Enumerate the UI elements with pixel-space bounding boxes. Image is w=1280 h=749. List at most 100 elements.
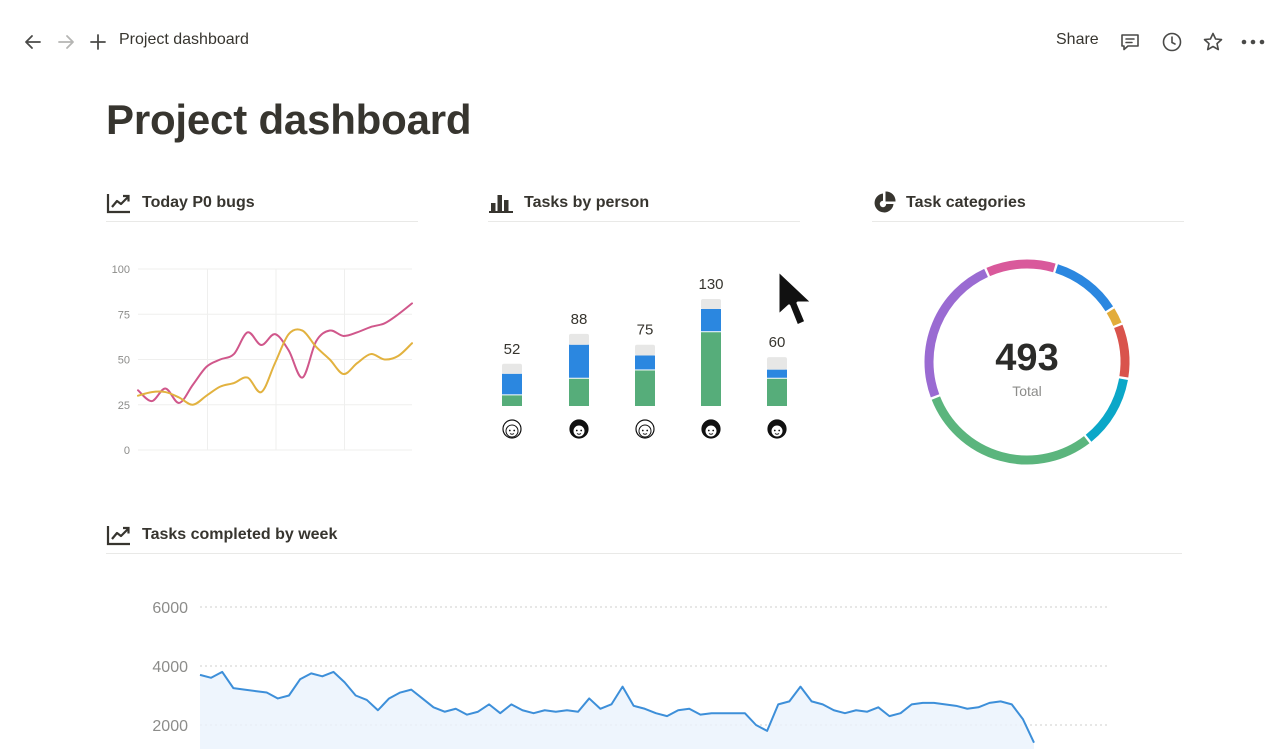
avatar-face <box>770 424 784 438</box>
bar-segment <box>767 378 787 406</box>
pie-slice-1 <box>986 259 1056 277</box>
avatar-face <box>505 424 519 438</box>
avatar-face <box>638 424 652 438</box>
data-label: 130 <box>698 276 723 293</box>
bar-segment <box>767 357 787 370</box>
bar-segment <box>569 333 589 345</box>
favorite-button[interactable] <box>1200 28 1226 56</box>
y-tick-label: 4000 <box>152 659 188 676</box>
share-button[interactable]: Share <box>1056 31 1099 48</box>
avatar-face <box>704 424 718 438</box>
line-chart-icon <box>106 525 130 545</box>
y-tick-label: 100 <box>112 264 130 276</box>
pie-slice-2 <box>1055 264 1114 312</box>
clock-icon <box>1162 32 1182 52</box>
widget-header-tasks-by-person: Tasks by person <box>488 190 800 222</box>
arrow-left-icon <box>25 35 41 49</box>
y-tick-label: 0 <box>124 445 130 457</box>
widget-title: Today P0 bugs <box>142 193 255 211</box>
data-label: 75 <box>637 322 654 339</box>
avatar-eye <box>580 429 583 432</box>
comment-icon <box>1121 34 1139 51</box>
bar-segment <box>701 299 721 309</box>
avatar-icon <box>569 419 589 439</box>
weekly-completed-chart: 2000 4000 6000 <box>152 600 1110 749</box>
history-button[interactable] <box>1159 28 1185 56</box>
bar-segment <box>701 332 721 406</box>
bar-segment <box>635 355 655 370</box>
plus-icon <box>90 34 106 50</box>
pie-slice-6 <box>931 396 1090 465</box>
avatar-mouth <box>576 433 582 435</box>
line-chart-icon <box>106 193 130 213</box>
avatar-eye <box>646 429 649 432</box>
y-tick-label: 25 <box>118 400 130 412</box>
widget-title: Tasks completed by week <box>142 525 338 543</box>
avatar-mouth <box>708 433 714 435</box>
pie-slice-7 <box>924 268 988 398</box>
bar-chart-icon <box>489 194 513 213</box>
page-title: Project dashboard <box>106 96 472 143</box>
tasks-by-person-chart: 52 88 75 130 60 <box>502 276 787 439</box>
arrow-right-icon <box>58 35 74 49</box>
pie-slice-3 <box>1106 308 1122 327</box>
avatar-eye <box>712 429 715 432</box>
avatar-face <box>572 424 586 438</box>
avatar-icon <box>635 419 655 439</box>
avatar-mouth <box>642 433 648 435</box>
avatar-eye <box>508 429 511 432</box>
y-tick-label: 50 <box>118 355 130 367</box>
y-tick-label: 2000 <box>152 718 188 735</box>
avatar-eye <box>778 429 781 432</box>
avatar-eye <box>707 429 710 432</box>
avatar-mouth <box>774 433 780 435</box>
donut-total-label: Total <box>1012 383 1042 399</box>
bar-segment <box>502 373 522 395</box>
bar-segment <box>502 363 522 374</box>
more-horizontal-icon <box>1241 39 1265 45</box>
avatar-icon <box>502 419 522 439</box>
bar-segment <box>569 344 589 378</box>
widget-title: Task categories <box>906 193 1026 211</box>
y-tick-label: 75 <box>118 309 130 321</box>
widget-header-weekly: Tasks completed by week <box>106 522 1182 554</box>
forward-button[interactable] <box>53 28 79 56</box>
widget-header-p0-bugs: Today P0 bugs <box>106 190 418 222</box>
task-categories-chart: 493 Total <box>924 259 1130 465</box>
avatar-eye <box>773 429 776 432</box>
add-button[interactable] <box>86 28 110 56</box>
avatar-mouth <box>509 433 515 435</box>
avatar-icon <box>701 419 721 439</box>
bar-segment <box>701 308 721 332</box>
pie-slice-5 <box>1085 378 1128 442</box>
bar-segment <box>635 370 655 406</box>
back-button[interactable] <box>20 28 46 56</box>
data-label: 60 <box>769 334 786 351</box>
data-label: 88 <box>571 311 588 328</box>
p0-bugs-chart: 0 25 50 75 100 <box>112 264 413 457</box>
donut-total-value: 493 <box>995 337 1058 379</box>
y-tick-label: 6000 <box>152 600 188 617</box>
mouse-cursor-icon <box>776 268 815 328</box>
avatar-eye <box>513 429 516 432</box>
pie-slice-4 <box>1114 324 1130 378</box>
more-button[interactable] <box>1240 28 1266 56</box>
comments-button[interactable] <box>1117 28 1143 56</box>
bar-segment <box>569 378 589 406</box>
star-icon <box>1203 32 1223 51</box>
widget-header-task-categories: Task categories <box>872 190 1184 222</box>
breadcrumb[interactable]: Project dashboard <box>119 31 249 48</box>
avatar-icon <box>767 419 787 439</box>
data-label: 52 <box>504 341 521 358</box>
bar-segment <box>635 344 655 356</box>
area-fill <box>200 671 1034 749</box>
avatar-eye <box>641 429 644 432</box>
series-line-2 <box>137 328 413 406</box>
bar-segment <box>502 395 522 406</box>
pie-chart-icon <box>874 190 896 212</box>
bar-segment <box>767 369 787 378</box>
widget-title: Tasks by person <box>524 193 650 211</box>
series-line <box>199 670 1035 744</box>
top-bar: Project dashboard Share <box>0 0 1280 84</box>
avatar-eye <box>575 429 578 432</box>
